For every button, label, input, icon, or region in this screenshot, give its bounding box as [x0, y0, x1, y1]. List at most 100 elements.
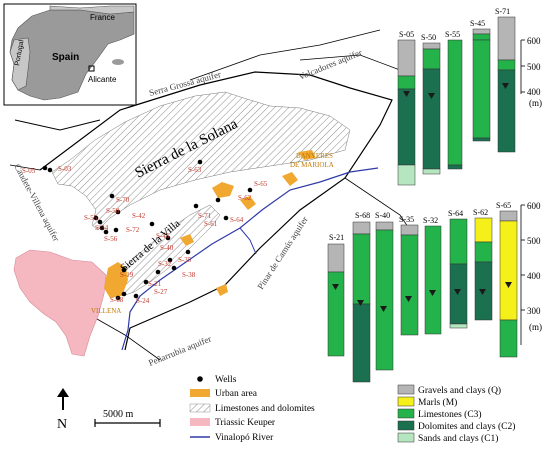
- well-label-s63: S-63: [188, 166, 202, 174]
- well-label-s70: S-70: [116, 196, 130, 204]
- water-level-icon: [428, 93, 435, 99]
- well-dot: [115, 295, 121, 301]
- well-label-s55: S-55: [84, 214, 98, 222]
- col-top-label: S-45: [470, 19, 485, 28]
- boundary-north: [189, 29, 381, 81]
- well-dot: [193, 203, 199, 209]
- bottom-axis-unit: (m): [529, 322, 542, 332]
- legend-urban-label: Urban area: [215, 389, 258, 399]
- inset-map: France Spain Portugal Alicante: [3, 3, 137, 106]
- legend-triassic-swatch: [190, 418, 210, 426]
- strat-dolomites: [397, 88, 416, 166]
- legend-marls-swatch: [397, 396, 415, 407]
- water-level-icon: [505, 282, 512, 288]
- well-label-s27: S-27: [154, 288, 168, 296]
- strat-limestones: [424, 225, 442, 335]
- well-dot: [99, 225, 105, 231]
- triassic-area: [13, 249, 107, 357]
- legend-limestones-c3-label: Limestones (C3): [418, 409, 482, 420]
- strat-limestones: [422, 48, 441, 70]
- strat-limestones: [472, 39, 491, 139]
- urban-3: [282, 172, 298, 186]
- bottom-axis-tick: 300: [527, 306, 541, 316]
- col-top-label: S-71: [495, 7, 510, 16]
- well-dot: [121, 291, 127, 297]
- well-label-s42: S-42: [132, 212, 146, 220]
- north-arrow: N: [57, 388, 69, 432]
- legend-right: Gravels and clays (Q) Marls (M) Limeston…: [397, 384, 515, 444]
- sierra-villa-area: [117, 204, 221, 297]
- well-dot: [93, 215, 99, 221]
- boundary-penarrubia: [89, 314, 161, 361]
- col-bottom-label: S-40: [375, 211, 390, 220]
- volcadores-label: Volcadores aquifer: [297, 47, 363, 82]
- well-label-s62: S-62: [238, 194, 252, 202]
- bottom-axis-tick: 600: [527, 201, 541, 211]
- col-bottom-label: S-68: [355, 211, 370, 220]
- well-label-s24: S-24: [136, 297, 150, 305]
- well-points: [42, 159, 253, 301]
- water-level-icon: [403, 91, 410, 97]
- col-bottom-label: S-65: [496, 201, 511, 210]
- well-dot: [97, 219, 103, 225]
- inset-france-label: France: [90, 13, 115, 22]
- legend-urban-swatch: [190, 389, 210, 397]
- well-label-s35: S-35: [178, 256, 192, 264]
- well-label-s64: S-64: [230, 216, 244, 224]
- serra-grossa-label: Serra Grossa aquifer: [148, 69, 222, 98]
- well-label-s71: S-71: [198, 212, 212, 220]
- well-label-s32: S-32: [158, 260, 172, 268]
- strat-limestones: [327, 271, 345, 357]
- legend-sands-swatch: [397, 432, 415, 443]
- well-label-s65: S-65: [254, 180, 268, 188]
- legend-river-label: Vinalopó River: [215, 433, 274, 443]
- col-top-label: S-55: [445, 30, 460, 39]
- well-label-s05: S-05: [22, 167, 36, 175]
- inset-alicante-label: Alicante: [88, 75, 117, 84]
- legend-left: Wells Urban area Limestones and dolomite…: [189, 375, 315, 443]
- well-label-s50: S-50: [106, 207, 120, 215]
- strat-limestones: [447, 39, 463, 166]
- strat-sands: [449, 323, 468, 329]
- col-bottom-label: S-21: [329, 233, 344, 242]
- water-level-icon: [357, 300, 364, 306]
- well-label-s72: S-72: [126, 226, 140, 234]
- well-label-s38: S-38: [182, 271, 196, 279]
- legend-gravels-swatch: [397, 384, 415, 395]
- well-dot: [133, 293, 139, 299]
- well-label-s40: S-40: [160, 244, 174, 252]
- strat-dolomites: [449, 263, 468, 325]
- col-bottom-label: S-62: [473, 208, 488, 217]
- strat-gravels: [327, 243, 345, 273]
- water-level-icon: [479, 289, 486, 295]
- strat-marls: [474, 217, 493, 243]
- strat-dolomites: [472, 137, 491, 142]
- well-label-s56: S-56: [104, 235, 118, 243]
- strat-dolomites: [447, 164, 463, 170]
- strat-limestones: [397, 75, 416, 90]
- col-top-label: S-50: [421, 33, 436, 42]
- urban-2: [240, 196, 256, 210]
- well-dot: [143, 279, 149, 285]
- legend-well-dot: [197, 376, 203, 382]
- strat-sands: [397, 164, 416, 186]
- inset-portugal-label: Portugal: [14, 39, 25, 66]
- legend-sands-label: Sands and clays (C1): [418, 433, 498, 444]
- inset-spain-label: Spain: [52, 52, 79, 63]
- strat-limestones: [400, 234, 419, 336]
- well-dot: [155, 269, 161, 275]
- top-axis-tick: 500: [527, 62, 541, 72]
- strat-gravels: [499, 210, 518, 222]
- well-dot: [247, 187, 253, 193]
- well-dot: [149, 221, 155, 227]
- banyeres-label-1: BANYERES: [296, 152, 333, 160]
- water-level-icon: [502, 83, 509, 89]
- north-arrow-icon: [57, 388, 69, 397]
- strat-limestones: [352, 233, 371, 305]
- strat-limestones: [449, 218, 468, 265]
- urban-banyeres: [298, 150, 316, 160]
- well-dot: [165, 235, 171, 241]
- strat-dolomites: [497, 69, 516, 153]
- columns-top: S-05 S-50 S-55 S-45 S-71: [397, 7, 542, 186]
- urban-1: [212, 182, 234, 198]
